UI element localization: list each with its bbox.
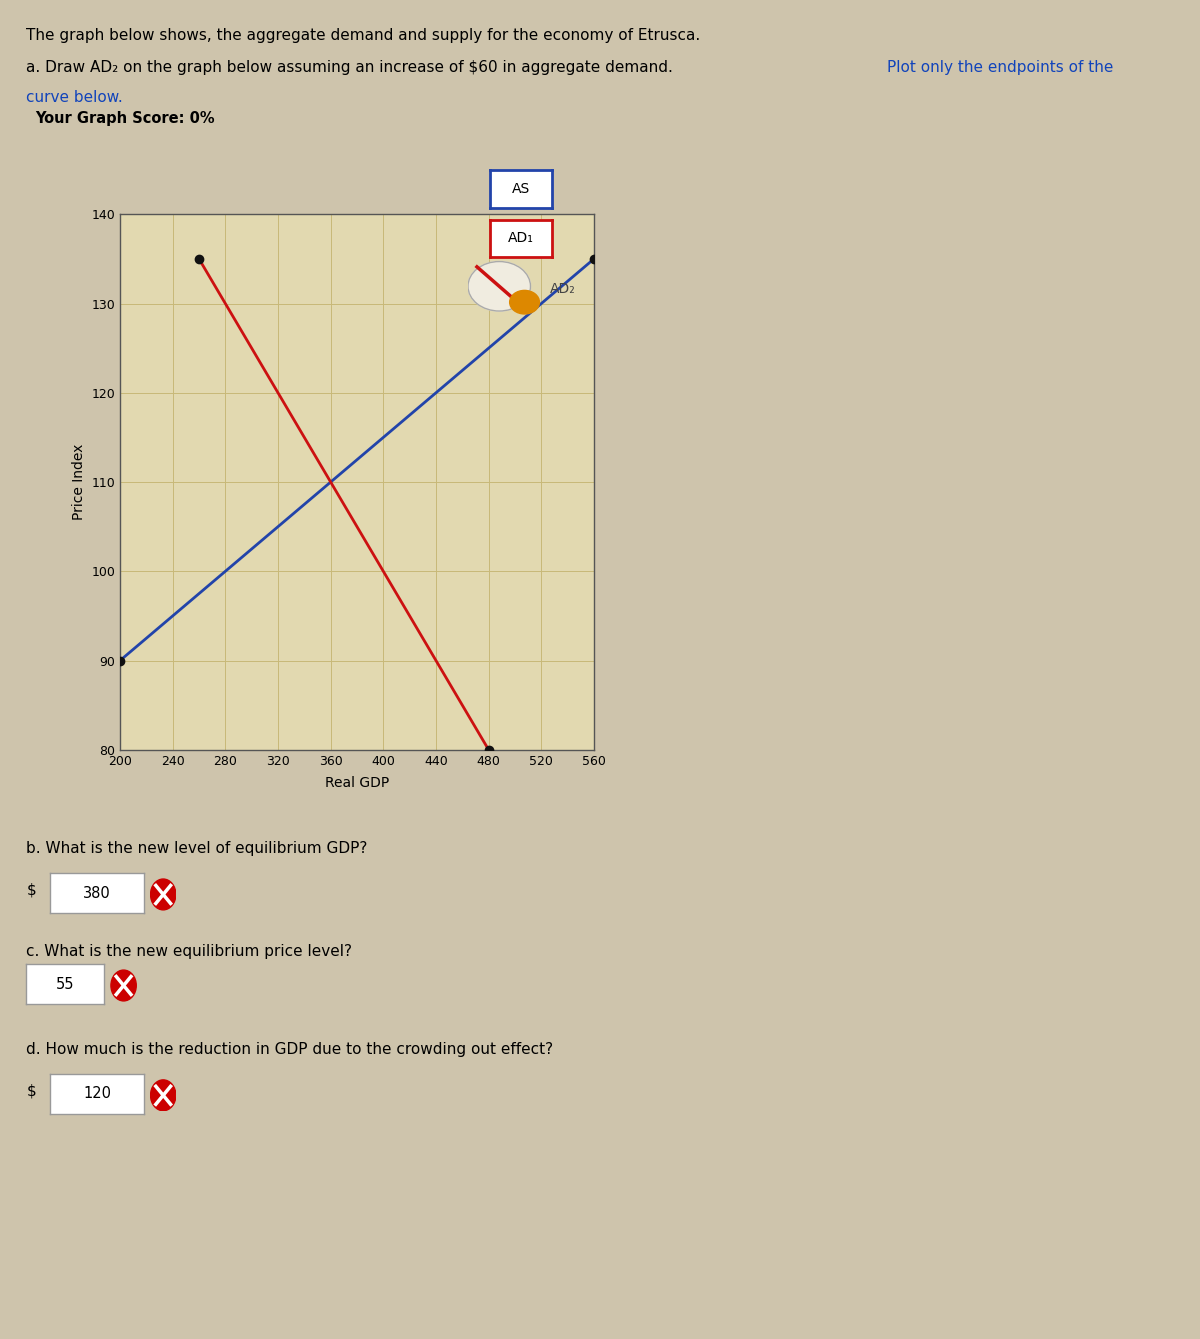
- Circle shape: [150, 878, 176, 911]
- X-axis label: Real GDP: Real GDP: [325, 777, 389, 790]
- Text: d. How much is the reduction in GDP due to the crowding out effect?: d. How much is the reduction in GDP due …: [26, 1042, 553, 1056]
- Text: $: $: [26, 1083, 36, 1099]
- Text: c. What is the new equilibrium price level?: c. What is the new equilibrium price lev…: [26, 944, 353, 959]
- Circle shape: [468, 261, 530, 311]
- Text: Plot only the endpoints of the: Plot only the endpoints of the: [887, 60, 1114, 75]
- Text: b. What is the new level of equilibrium GDP?: b. What is the new level of equilibrium …: [26, 841, 367, 856]
- Text: curve below.: curve below.: [26, 90, 124, 104]
- Text: AS: AS: [511, 182, 530, 195]
- Text: AD₂: AD₂: [550, 283, 575, 296]
- Circle shape: [510, 291, 540, 313]
- Text: 55: 55: [56, 976, 74, 992]
- Text: Your Graph Score: 0%: Your Graph Score: 0%: [36, 111, 215, 126]
- Text: The graph below shows, the aggregate demand and supply for the economy of Etrusc: The graph below shows, the aggregate dem…: [26, 28, 701, 43]
- Text: $: $: [26, 882, 36, 898]
- Y-axis label: Price Index: Price Index: [72, 443, 85, 521]
- Text: 380: 380: [83, 885, 112, 901]
- Circle shape: [150, 1079, 176, 1111]
- Text: a. Draw AD₂ on the graph below assuming an increase of $60 in aggregate demand.: a. Draw AD₂ on the graph below assuming …: [26, 60, 678, 75]
- Text: AD₁: AD₁: [508, 232, 534, 245]
- Text: 120: 120: [83, 1086, 112, 1102]
- Circle shape: [110, 969, 137, 1002]
